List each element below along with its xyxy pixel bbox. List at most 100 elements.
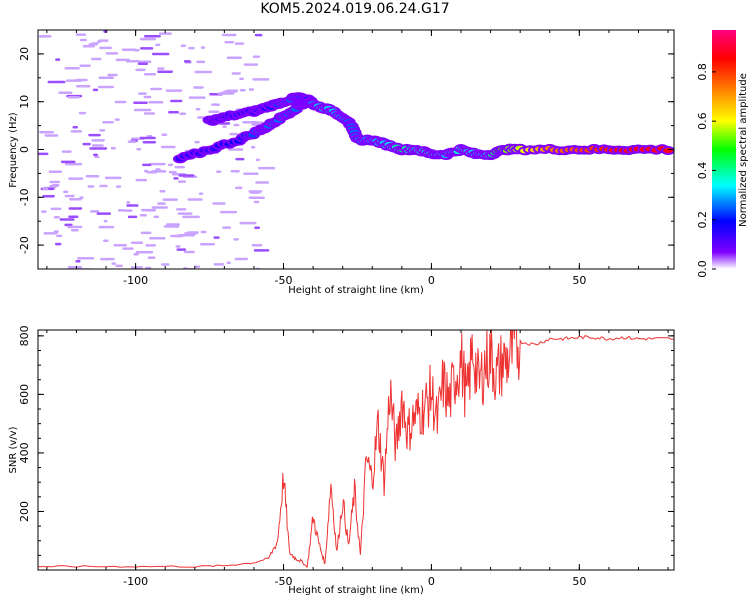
noise-speckle [147,256,156,260]
noise-speckle [102,120,114,124]
noise-speckle [64,162,83,166]
noise-speckle [96,212,111,215]
colorbar-tick-label: 0.6 [696,112,709,130]
noise-speckle [113,243,128,247]
y-tick-label: 20 [18,47,31,61]
noise-speckle [56,234,63,238]
noise-speckle [183,250,195,254]
noise-speckle [155,168,161,171]
noise-speckle [133,108,152,112]
noise-speckle [252,121,264,124]
noise-speckle [144,34,161,38]
colorbar-ticks: 0.0 0.2 0.4 0.6 0.8 [696,63,716,278]
noise-speckle [79,38,88,42]
noise-speckle [79,64,91,67]
noise-speckle [102,239,109,242]
noise-speckle [59,218,75,221]
noise-speckle [248,196,265,199]
noise-speckle [177,212,193,215]
noise-speckle [226,261,231,265]
noise-speckle [38,35,52,38]
noise-speckle [114,100,127,104]
noise-speckle [250,146,256,149]
spectrogram-x-axis-label: Height of straight line (km) [288,285,424,296]
y-tick-label: -20 [18,236,31,254]
noise-speckle [63,190,69,194]
noise-speckle [194,140,200,144]
noise-speckle [107,73,118,77]
noise-speckle [103,219,108,223]
noise-speckle [188,96,206,99]
noise-speckle [135,250,154,254]
noise-speckle [42,187,49,191]
noise-speckle [85,174,100,178]
noise-speckle [135,68,146,72]
noise-speckle [67,265,83,269]
noise-speckle [221,33,237,37]
colorbar-gradient [712,30,736,269]
noise-speckle [219,210,238,214]
noise-speckle [135,178,148,182]
noise-speckle [116,185,122,188]
noise-speckle [126,201,131,204]
noise-speckle [234,257,248,261]
noise-speckle [252,78,270,81]
noise-speckle [149,237,166,240]
noise-speckle [174,165,185,169]
noise-speckle [70,228,79,232]
noise-speckle [139,47,154,50]
noise-speckle [254,226,260,230]
noise-speckle [165,223,180,226]
noise-speckle [243,172,259,176]
noise-speckle [234,42,245,45]
y-tick-label: 0 [18,146,31,153]
noise-speckle [161,133,168,136]
noise-speckle [235,186,243,190]
noise-speckle [243,63,259,66]
noise-speckle [176,208,187,211]
noise-speckle [133,48,140,52]
noise-speckle [115,264,123,268]
x-tick-label: 50 [572,274,586,287]
x-tick-label: -100 [123,575,148,588]
noise-speckle [142,163,152,167]
noise-speckle [183,60,191,63]
noise-speckle [252,55,260,58]
noise-speckle [78,111,87,115]
noise-speckle [53,215,60,219]
noise-speckle [111,262,117,265]
noise-speckle [200,46,206,49]
noise-speckle [77,257,95,260]
noise-speckle [230,170,240,173]
x-tick-label: 50 [572,575,586,588]
noise-speckle [92,88,99,92]
noise-speckle [49,180,61,184]
ridge-cell [663,148,674,154]
noise-speckle [139,60,152,64]
noise-speckle [254,33,263,37]
noise-speckle [200,243,215,246]
noise-speckle [212,202,226,205]
noise-speckle [196,60,206,64]
noise-speckle [175,245,181,248]
noise-speckle [163,225,180,228]
noise-speckle [54,242,62,246]
x-tick-label: 0 [428,274,435,287]
noise-speckle [97,85,114,89]
noise-speckle [141,208,157,212]
noise-speckle [194,70,213,74]
noise-speckle [64,67,80,70]
noise-speckle [143,95,152,99]
noise-speckle [136,137,141,141]
noise-speckle [149,162,166,166]
noise-speckle [158,32,172,35]
noise-speckle [75,33,87,36]
noise-speckle [40,210,47,213]
noise-speckle [178,174,195,177]
noise-speckle [179,112,187,115]
x-tick-label: -100 [123,274,148,287]
noise-speckle [115,58,131,62]
noise-speckle [88,133,101,137]
noise-speckle [187,198,203,201]
